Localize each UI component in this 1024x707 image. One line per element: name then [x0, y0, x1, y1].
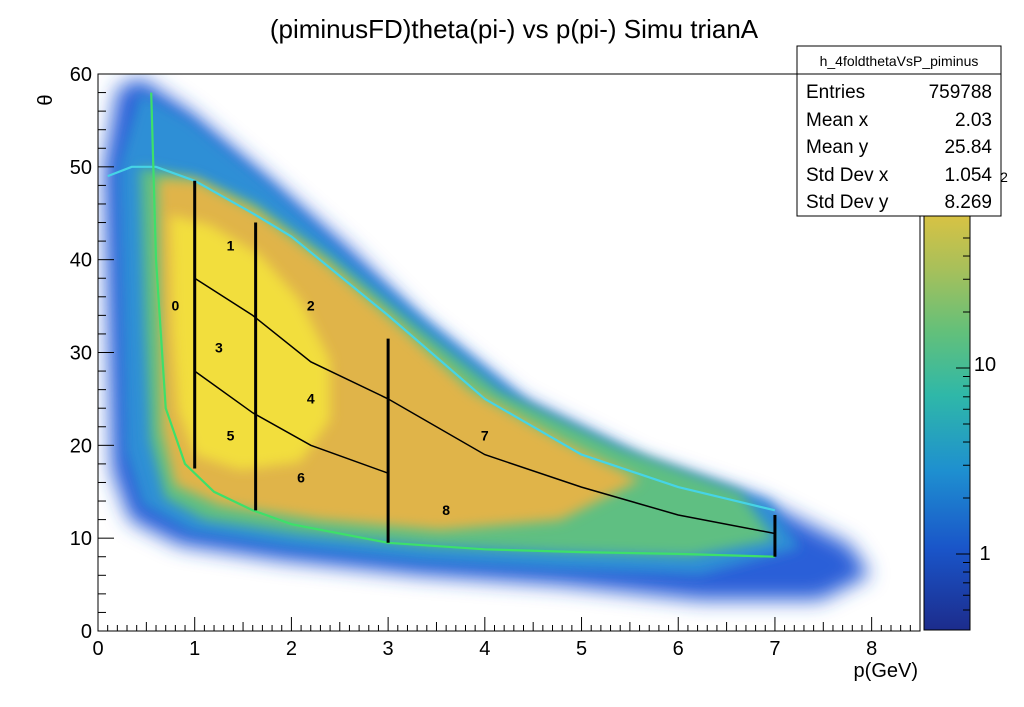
stats-label-entries: Entries [806, 82, 865, 103]
cyan-boundary-curve [107, 165, 776, 512]
y-tick-label-20: 20 [70, 435, 92, 457]
x-tick-label-3: 3 [383, 638, 394, 660]
region-label-6: 6 [297, 469, 305, 485]
x-axis-label: p(GeV) [854, 660, 918, 682]
region-label-3: 3 [215, 340, 223, 356]
color-scale-partial-label: 2 [1000, 169, 1008, 185]
y-tick-label-10: 10 [70, 528, 92, 550]
x-tick-label-1: 1 [189, 638, 200, 660]
x-tick-label-5: 5 [576, 638, 587, 660]
stats-box-background [796, 45, 1002, 217]
stats-value-mean-y: 25.84 [944, 137, 992, 158]
stats-label-std-dev-y: Std Dev y [806, 192, 889, 213]
y-axis: 0 10 20 30 40 50 60 [70, 64, 114, 643]
stats-value-std-dev-x: 1.054 [944, 165, 992, 186]
stats-label-std-dev-x: Std Dev x [806, 165, 889, 186]
chart-title: (piminusFD)theta(pi-) vs p(pi-) Simu tri… [270, 14, 759, 44]
x-tick-label-4: 4 [479, 638, 490, 660]
vertical-cuts [193, 180, 777, 557]
overlay-curves: 0 1 2 3 4 5 6 7 8 [107, 92, 777, 558]
y-tick-label-60: 60 [70, 64, 92, 86]
stats-label-mean-y: Mean y [806, 137, 869, 158]
lower-divider-curve [194, 370, 389, 474]
region-label-1: 1 [227, 237, 235, 253]
x-tick-label-7: 7 [769, 638, 780, 660]
y-axis-label: θ [35, 94, 57, 105]
region-label-4: 4 [307, 391, 315, 407]
x-tick-label-2: 2 [286, 638, 297, 660]
color-scale-tick-label-10: 10 [974, 354, 996, 376]
stats-label-mean-x: Mean x [806, 110, 869, 131]
stats-box: h_4foldthetaVsP_piminus Entries 759788 M… [796, 45, 1002, 217]
stats-value-std-dev-y: 8.269 [944, 192, 992, 213]
region-label-0: 0 [171, 298, 179, 314]
y-tick-label-50: 50 [70, 157, 92, 179]
region-label-7: 7 [481, 428, 489, 444]
stats-value-mean-x: 2.03 [955, 110, 992, 131]
x-tick-label-6: 6 [673, 638, 684, 660]
density-band-yellow [170, 215, 330, 470]
color-scale-ticks [956, 237, 970, 611]
upper-divider-curve [194, 277, 776, 535]
region-label-2: 2 [307, 298, 315, 314]
region-label-5: 5 [227, 428, 235, 444]
y-tick-label-30: 30 [70, 343, 92, 365]
region-labels: 0 1 2 3 4 5 6 7 8 [171, 237, 488, 518]
x-tick-label-8: 8 [866, 638, 877, 660]
heatmap-density [104, 78, 870, 600]
region-label-8: 8 [442, 502, 450, 518]
color-scale-bar [924, 178, 970, 630]
y-tick-label-0: 0 [81, 621, 92, 643]
stats-value-entries: 759788 [929, 82, 992, 103]
x-axis: 0 1 2 3 4 5 6 7 8 [92, 617, 921, 660]
color-scale-tick-label-1: 1 [979, 543, 990, 565]
x-tick-label-0: 0 [92, 638, 103, 660]
y-tick-label-40: 40 [70, 250, 92, 272]
green-boundary-curve [150, 92, 775, 558]
stats-histogram-name: h_4foldthetaVsP_piminus [820, 53, 979, 69]
color-scale: 10 1 2 [923, 169, 1008, 631]
